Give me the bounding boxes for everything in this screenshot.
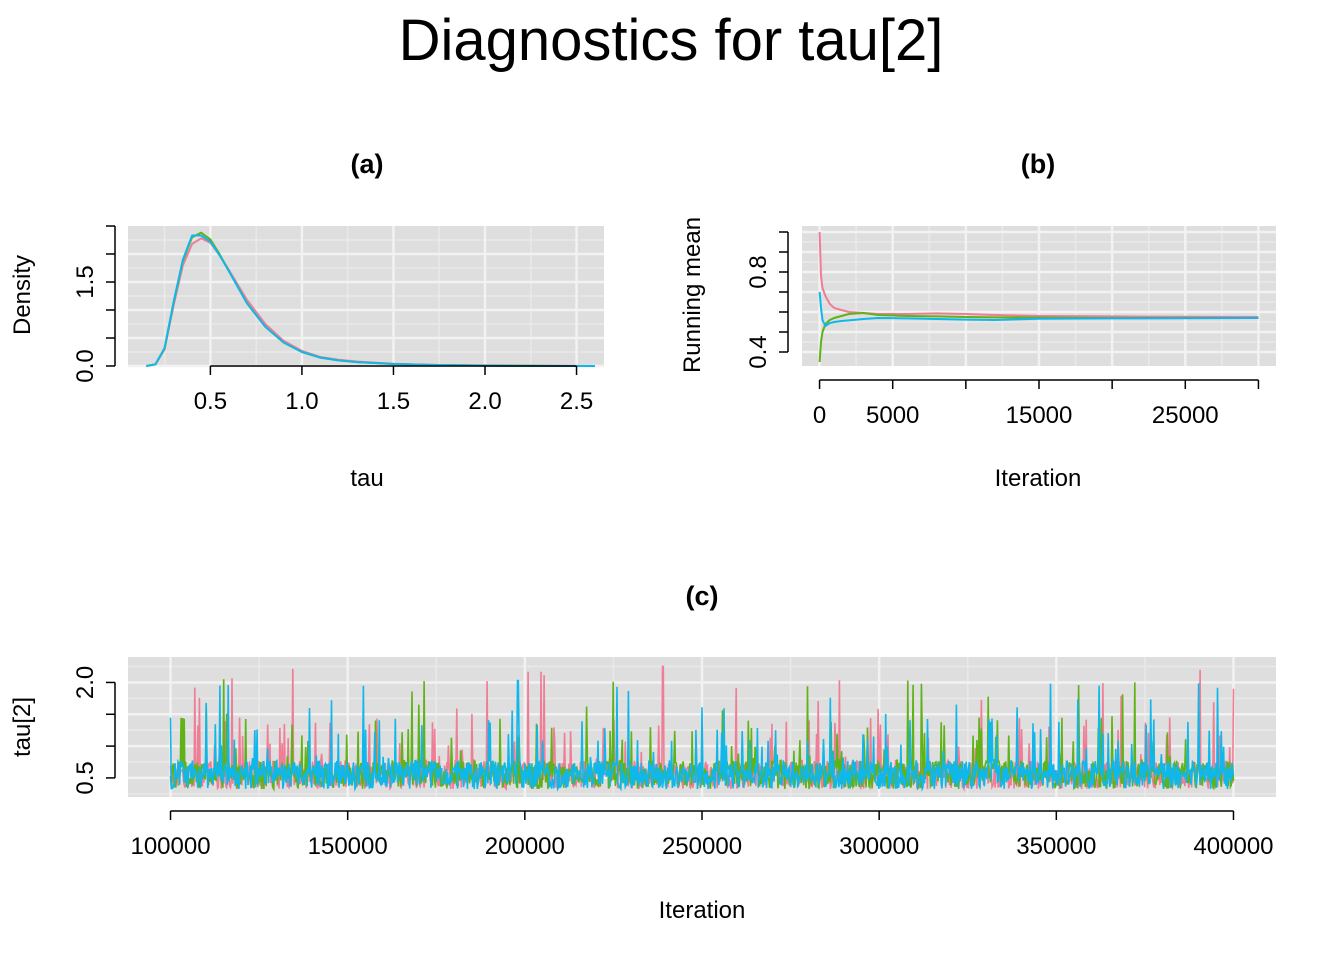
y-tick-label: 2.0 xyxy=(72,666,99,699)
y-tick-label: 0.5 xyxy=(72,761,99,794)
density-y-axis: 0.0 1.5 xyxy=(72,225,116,383)
trace-series-3 xyxy=(169,679,1235,792)
trace-x-axis: 100000 150000 200000 250000 300000 350000 4000… xyxy=(130,810,1274,860)
x-tick-label: 15000 xyxy=(1006,402,1073,429)
panel-a-title: (a) xyxy=(351,149,384,179)
trace-lines xyxy=(169,665,1235,792)
x-tick-label: 0.5 xyxy=(194,388,227,415)
panel-c-title: (c) xyxy=(686,581,719,611)
y-tick-label: 0.4 xyxy=(745,335,772,368)
x-tick-label: 25000 xyxy=(1152,402,1219,429)
running-mean-x-axis: 0 5000 15000 25000 xyxy=(813,379,1260,429)
running-mean-lines xyxy=(818,231,1259,363)
density-panel: (a) 0.5 1.0 1.5 2.0 2.5 0.0 1.5 tau Density xyxy=(9,149,604,492)
y-tick-label: 0.8 xyxy=(745,255,772,288)
panel-b-title: (b) xyxy=(1021,149,1055,179)
running-mean-panel: (b) 0 5000 15000 25000 0.4 0.8 Iteration Run… xyxy=(679,149,1276,492)
density-x-axis: 0.5 1.0 1.5 2.0 2.5 xyxy=(194,365,593,415)
trace-y-label: tau[2] xyxy=(9,697,36,757)
trace-panel: (c) 100000 150000 200000 250000 300000 350000… xyxy=(9,581,1276,924)
x-tick-label: 2.0 xyxy=(468,388,501,415)
x-tick-label: 400000 xyxy=(1193,833,1273,860)
y-tick-label: 1.5 xyxy=(72,265,99,298)
x-tick-label: 2.5 xyxy=(560,388,593,415)
x-tick-label: 100000 xyxy=(130,833,210,860)
figure-title: Diagnostics for tau[2] xyxy=(399,8,944,73)
running-mean-series-3 xyxy=(818,291,1259,328)
trace-y-axis: 0.5 2.0 xyxy=(72,666,116,795)
x-tick-label: 250000 xyxy=(662,833,742,860)
density-series-3 xyxy=(146,234,595,367)
density-x-label: tau xyxy=(350,465,383,492)
x-tick-label: 350000 xyxy=(1016,833,1096,860)
running-mean-y-label: Running mean xyxy=(679,217,706,373)
trace-x-label: Iteration xyxy=(659,897,746,924)
running-mean-y-axis: 0.4 0.8 xyxy=(745,231,789,369)
running-mean-grid xyxy=(802,226,1276,366)
x-tick-label: 1.5 xyxy=(377,388,410,415)
density-y-label: Density xyxy=(9,255,36,335)
x-tick-label: 1.0 xyxy=(285,388,318,415)
x-tick-label: 300000 xyxy=(839,833,919,860)
x-tick-label: 0 xyxy=(813,402,826,429)
density-lines xyxy=(146,231,595,367)
running-mean-x-label: Iteration xyxy=(995,465,1082,492)
x-tick-label: 200000 xyxy=(485,833,565,860)
x-tick-label: 150000 xyxy=(308,833,388,860)
x-tick-label: 5000 xyxy=(866,402,919,429)
y-tick-label: 0.0 xyxy=(72,349,99,382)
